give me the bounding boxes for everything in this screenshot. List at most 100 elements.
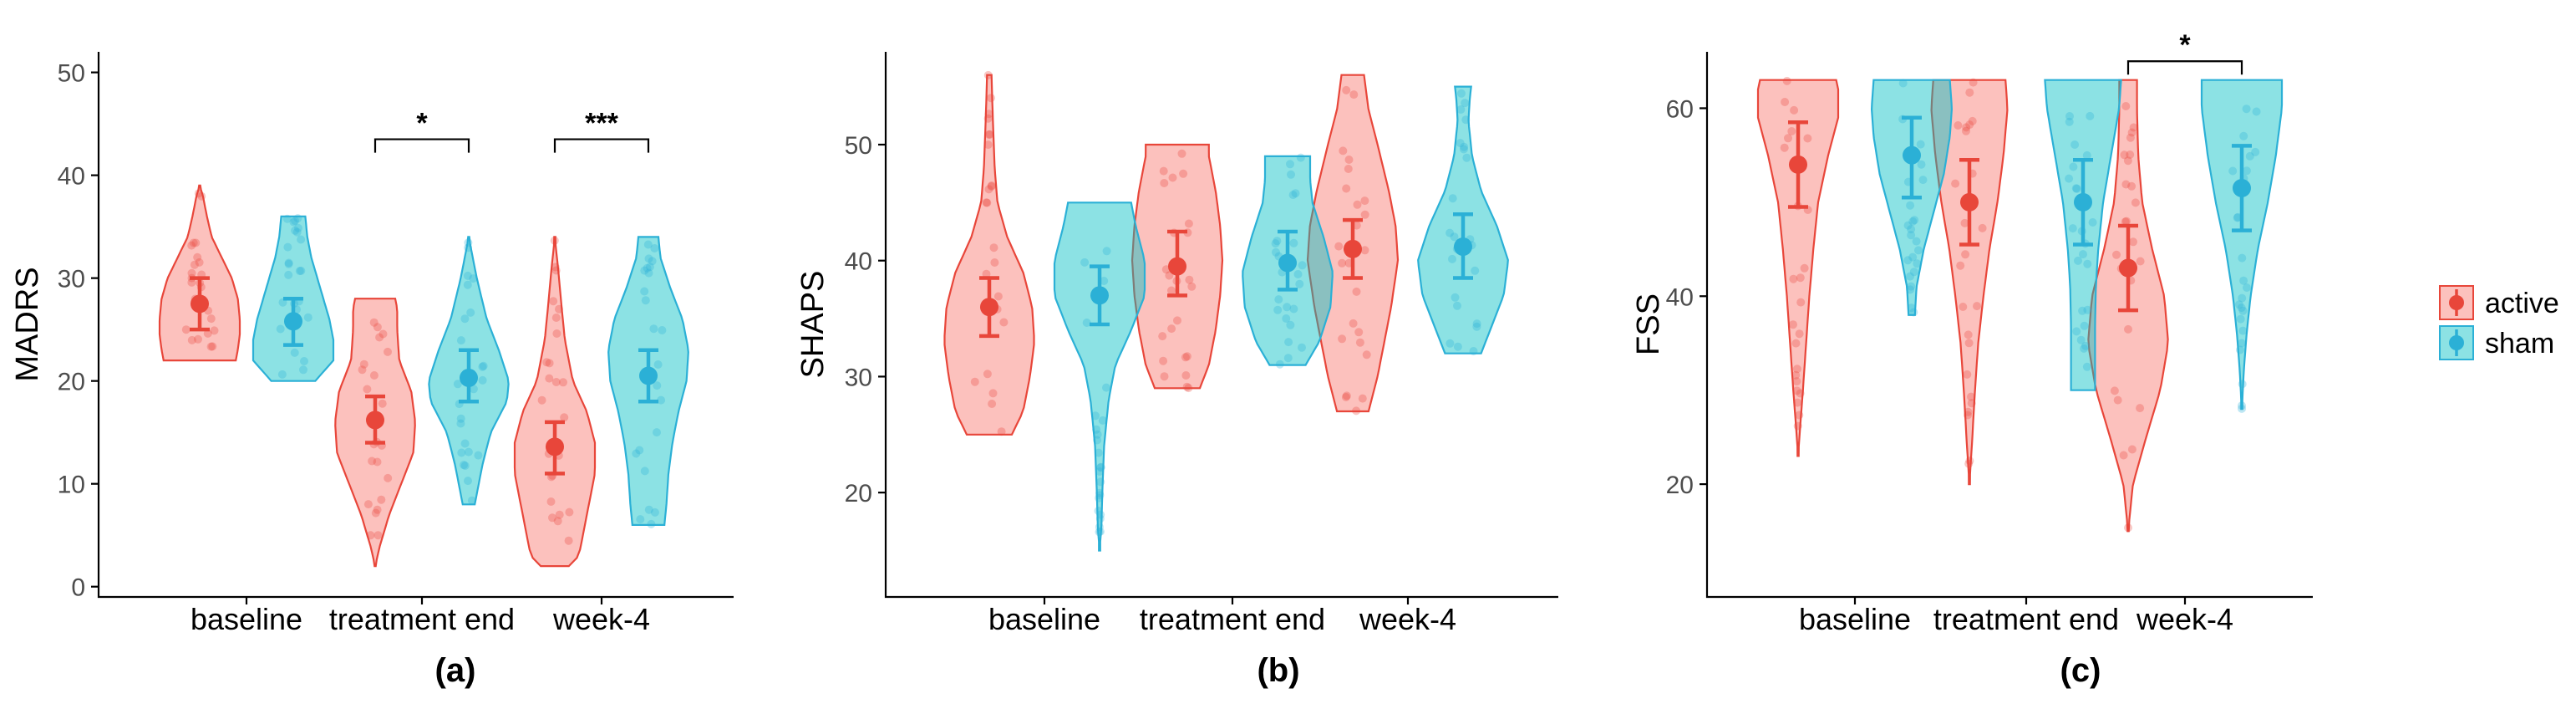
data-point xyxy=(359,360,368,369)
data-point xyxy=(187,335,196,344)
data-point xyxy=(358,365,367,375)
data-point xyxy=(181,325,191,334)
data-point xyxy=(2129,123,2138,132)
data-point xyxy=(1951,179,1960,188)
data-point xyxy=(1800,263,1809,273)
data-point xyxy=(294,223,302,232)
data-point xyxy=(1916,140,1925,149)
mean-point xyxy=(1168,257,1186,276)
mean-point xyxy=(366,411,384,430)
data-point xyxy=(2121,180,2131,189)
data-point xyxy=(1796,389,1805,398)
data-point xyxy=(2243,283,2251,292)
data-point xyxy=(653,381,662,390)
mean-point xyxy=(980,298,998,317)
data-point xyxy=(1184,384,1193,393)
data-point xyxy=(1342,85,1351,94)
data-point xyxy=(206,314,216,324)
y-tick-label: 60 xyxy=(1666,95,1694,123)
data-point xyxy=(1459,145,1468,154)
data-point xyxy=(1338,258,1347,268)
data-point xyxy=(653,428,661,437)
data-point xyxy=(2088,218,2097,227)
data-point xyxy=(1908,252,1918,262)
data-point xyxy=(463,280,472,289)
data-point xyxy=(2245,151,2254,161)
violin-sham-baseline xyxy=(1053,201,1146,552)
mean-point xyxy=(1090,286,1109,305)
data-point xyxy=(371,508,380,518)
data-point xyxy=(1271,239,1280,248)
data-point xyxy=(1472,322,1481,331)
data-point xyxy=(469,385,478,394)
data-point xyxy=(1906,285,1915,294)
data-point xyxy=(1293,270,1303,278)
data-point xyxy=(1095,491,1105,500)
data-point xyxy=(210,326,219,335)
y-tick-label: 10 xyxy=(58,472,85,499)
data-point xyxy=(653,360,663,369)
data-point xyxy=(1287,170,1295,179)
data-point xyxy=(1461,115,1471,125)
mean-point xyxy=(2119,258,2137,278)
data-point xyxy=(1283,354,1293,363)
data-point xyxy=(479,361,488,370)
data-point xyxy=(1352,406,1361,416)
data-point xyxy=(1914,246,1923,255)
data-point xyxy=(2238,253,2247,263)
data-point xyxy=(1159,356,1168,365)
data-point xyxy=(1289,304,1298,314)
data-point xyxy=(1360,196,1369,206)
data-point xyxy=(363,385,372,394)
data-point xyxy=(1289,238,1298,247)
data-point xyxy=(283,242,292,252)
data-point xyxy=(564,536,573,545)
mean-point xyxy=(191,294,209,314)
data-point xyxy=(1094,448,1103,457)
data-point xyxy=(2238,293,2247,303)
data-point xyxy=(2242,105,2251,114)
data-point xyxy=(1964,330,1973,339)
data-point xyxy=(194,189,203,198)
data-point xyxy=(1453,342,1462,351)
data-point xyxy=(657,395,666,405)
data-point xyxy=(378,399,387,408)
data-point xyxy=(1787,127,1796,135)
data-point xyxy=(1344,156,1354,164)
data-point xyxy=(1472,319,1481,329)
data-point xyxy=(982,198,991,207)
data-point xyxy=(551,314,561,322)
data-point xyxy=(2113,395,2122,405)
data-point xyxy=(641,296,650,305)
data-point xyxy=(2236,314,2245,324)
data-point xyxy=(1446,228,1455,237)
panel-a: 0 10 20 30 40 50 MADRS baseline treatment end wee… xyxy=(10,52,734,689)
data-point xyxy=(1095,493,1104,502)
data-point xyxy=(1956,261,1965,270)
data-point xyxy=(1959,303,1968,311)
y-axis-label: SHAPS xyxy=(795,271,831,379)
data-point xyxy=(1791,339,1801,348)
data-point xyxy=(2121,102,2131,110)
data-point xyxy=(640,266,649,275)
data-point xyxy=(645,263,654,272)
data-point xyxy=(464,243,473,252)
panel-caption: (a) xyxy=(435,652,476,689)
data-point xyxy=(373,505,382,514)
data-point xyxy=(1167,324,1176,334)
data-point xyxy=(2131,198,2140,207)
data-point xyxy=(552,329,561,338)
data-point xyxy=(2112,250,2121,259)
data-point xyxy=(1963,370,1972,379)
data-point xyxy=(1790,105,1799,115)
data-point xyxy=(2234,300,2243,309)
data-point xyxy=(2121,217,2130,227)
data-point xyxy=(303,313,312,322)
data-point xyxy=(983,140,993,150)
y-tick-label: 20 xyxy=(58,369,85,396)
data-point xyxy=(2237,303,2246,313)
data-point xyxy=(1182,382,1191,391)
data-point xyxy=(1158,332,1167,341)
data-point xyxy=(555,304,563,314)
data-point xyxy=(644,505,653,514)
